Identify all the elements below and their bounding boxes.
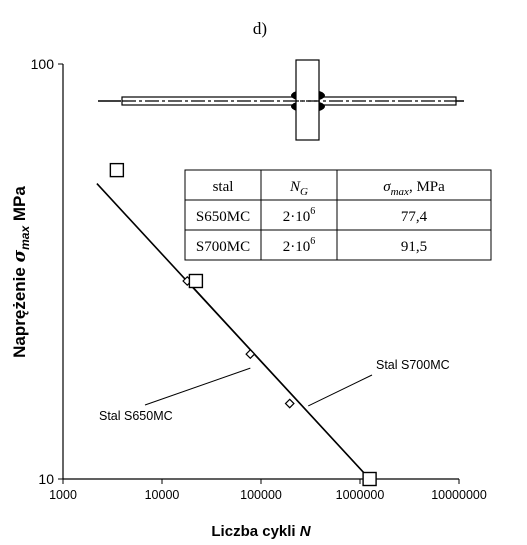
x-tick-label: 10000 [145,488,180,502]
table-cell-smax: 91,5 [401,239,427,255]
tick-labels: 1000 10000 100000 1000000 10000000 10 100 [31,56,487,502]
table-frame [184,169,492,261]
data-point-diamond [245,349,256,360]
data-point-square [109,162,125,178]
data-table: stal NG σmax, MPa S650MC 2·106 77,4 S700… [184,169,492,261]
y-axis-title-text: Naprężenie [10,262,29,357]
annotation-leaders [144,367,373,407]
table-header-smax: σmax, MPa [383,179,445,198]
table-cell-ng-base: 2·10 [283,209,311,225]
table-header-smax-unit: , MPa [409,179,445,195]
table-cell-ng: 2·106 [283,236,316,255]
table-header-smax-var: σ [383,179,391,195]
table-cell-stal: S650MC [196,209,250,225]
table-cell-ng-exp: 6 [310,236,315,247]
table-header-ng-sub: G [300,186,308,198]
x-axis-title-var: N [300,523,312,540]
table-cell-ng-exp: 6 [310,206,315,217]
welded-joint-schematic [98,59,464,141]
y-tick-label: 10 [38,471,54,487]
annotation-s650mc: Stal S650MC [99,409,173,423]
table-cell-stal: S700MC [196,239,250,255]
y-axis-title-unit: MPa [10,186,29,226]
y-axis-title: Naprężenie σmax MPa [10,186,32,358]
table-header-ng-var: N [289,179,301,195]
table-header-ng: NG [289,179,308,198]
data-point-square [188,273,204,289]
data-point-square [362,471,377,487]
x-tick-label: 100000 [240,488,282,502]
table-cell-ng: 2·106 [283,206,316,225]
ticks [58,63,460,484]
markers [109,162,377,487]
y-axis-title-sub: max [18,225,32,250]
leader-s700mc [308,374,373,407]
x-axis-title-text: Liczba cykli [211,523,299,540]
fit-lines [96,183,371,480]
data-point-diamond [284,398,295,409]
leader-s650mc [144,367,251,406]
table-cell-smax: 77,4 [401,209,428,225]
annotation-s700mc: Stal S700MC [376,358,450,372]
table-header-smax-sub: max [391,186,409,198]
x-axis-title: Liczba cykli N [211,523,311,540]
joint-stiffener [295,59,320,141]
x-tick-label: 10000000 [431,488,487,502]
y-axis-title-var: σ [10,249,30,262]
panel-label: d) [253,19,267,38]
fit-line-stal-s700mc [96,183,371,480]
table-header-stal: stal [213,179,234,195]
y-tick-label: 100 [31,56,55,72]
x-tick-label: 1000000 [336,488,385,502]
table-cell-ng-base: 2·10 [283,239,311,255]
x-tick-label: 1000 [49,488,77,502]
